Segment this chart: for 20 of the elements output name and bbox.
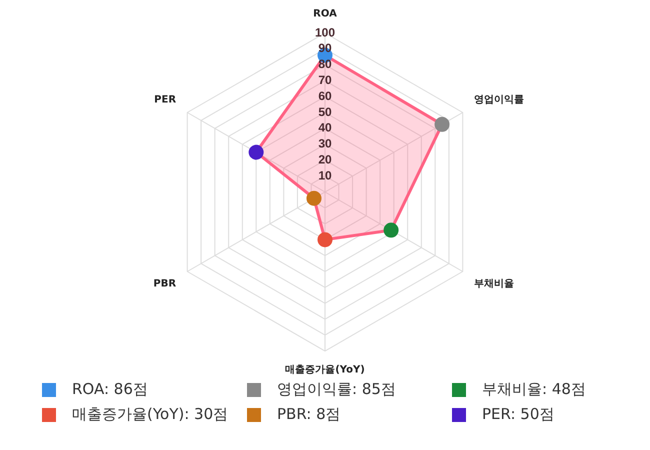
spoke-label: 부채비율 — [474, 278, 514, 290]
spoke-label: ROA — [313, 8, 338, 20]
y-tick-label: 100 — [314, 25, 336, 40]
y-tick-label: 30 — [318, 136, 332, 151]
text: 매출증가율(YoY): 30점 — [72, 405, 228, 424]
spoke-label: 영업이익률 — [474, 94, 524, 106]
y-tick-label: 10 — [318, 168, 332, 182]
text: ROA: 86점 — [72, 380, 148, 399]
text: PBR: 8점 — [277, 405, 341, 424]
spoke-label: PER — [154, 94, 176, 106]
y-tick-label: 50 — [318, 104, 332, 119]
y-tick-label: 70 — [318, 73, 332, 88]
spoke-label: PBR — [153, 278, 176, 290]
text: 영업이익률: 85점 — [277, 380, 396, 399]
y-tick-label: 40 — [318, 120, 332, 135]
y-tick-label: 60 — [318, 88, 332, 103]
text: PER: 50점 — [482, 405, 554, 424]
y-tick-label: 20 — [318, 152, 332, 167]
spoke-label: 매출증가율(YoY) — [285, 364, 365, 376]
text: 부채비율: 48점 — [482, 380, 586, 399]
